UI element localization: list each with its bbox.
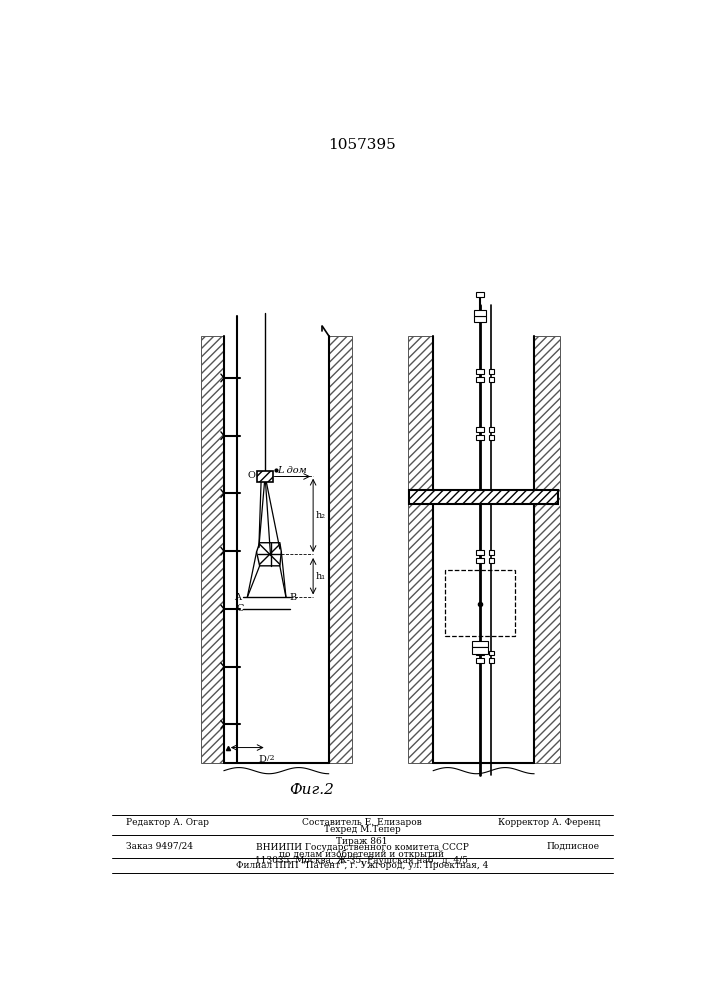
Text: Техред М.Тепер: Техред М.Тепер [324,825,400,834]
Text: D: D [259,755,267,764]
Text: ВНИИПИ Государственного комитета СССР: ВНИИПИ Государственного комитета СССР [255,843,469,852]
Bar [489,550,494,555]
Text: B: B [290,593,297,602]
Bar [329,336,352,763]
Text: Корректор А. Ференц: Корректор А. Ференц [498,818,600,827]
Bar [476,369,484,374]
Text: L дом: L дом [276,466,306,475]
Bar [472,641,488,647]
Bar [474,316,486,322]
Text: по делам изобретений и открытий: по делам изобретений и открытий [279,849,445,859]
Text: Филиал ППП "Патент", г. Ужгород, ул. Проектная, 4: Филиал ППП "Патент", г. Ужгород, ул. Про… [235,861,488,870]
Bar [476,658,484,663]
Text: C: C [236,604,243,613]
Bar [534,336,559,763]
Bar [489,658,494,663]
Bar [472,647,488,654]
Bar [489,369,494,374]
Text: Фиг.2: Фиг.2 [289,783,334,797]
Bar [489,435,494,440]
Bar [445,570,515,636]
Bar [489,427,494,432]
Text: h₂: h₂ [315,511,325,520]
Bar [476,435,484,440]
Bar [476,427,484,432]
Bar [474,310,486,316]
Text: Подписное: Подписное [547,842,600,851]
Text: Редактор А. Огар: Редактор А. Огар [126,818,209,827]
Bar [489,651,494,655]
Bar [476,651,484,655]
Bar [201,336,224,763]
Bar [476,558,484,563]
Text: Тираж 861: Тираж 861 [337,837,387,846]
Bar [476,292,484,297]
Bar [489,558,494,563]
Text: Заказ 9497/24: Заказ 9497/24 [126,842,192,851]
Bar [476,377,484,382]
Bar [409,490,558,504]
Bar [476,550,484,555]
Text: A: A [234,593,241,602]
Bar [489,377,494,382]
Bar [408,336,433,763]
Text: h₁: h₁ [315,572,326,581]
Text: O: O [248,471,256,480]
Text: Составитель Е. Елизаров: Составитель Е. Елизаров [302,818,422,827]
Bar [257,471,273,482]
Text: 113035, Москва, Ж-35, Раушская наб., д. 4/5: 113035, Москва, Ж-35, Раушская наб., д. … [255,855,469,865]
Text: 1057395: 1057395 [328,138,396,152]
Text: /2: /2 [267,754,274,762]
